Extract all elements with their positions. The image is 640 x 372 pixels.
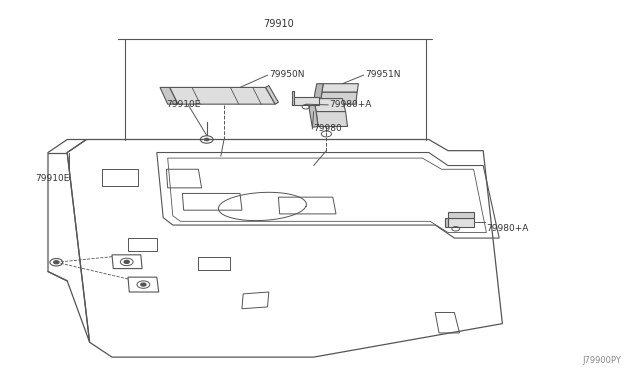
Text: J79900PY: J79900PY <box>582 356 621 365</box>
Text: 79980+A: 79980+A <box>330 100 372 109</box>
Polygon shape <box>314 99 346 112</box>
Polygon shape <box>448 218 474 227</box>
Circle shape <box>124 260 129 263</box>
Polygon shape <box>448 212 474 218</box>
Circle shape <box>141 283 146 286</box>
Polygon shape <box>316 112 348 126</box>
Circle shape <box>204 138 209 141</box>
Polygon shape <box>308 99 318 127</box>
Polygon shape <box>445 218 448 227</box>
Polygon shape <box>293 97 319 105</box>
Polygon shape <box>170 87 275 104</box>
Polygon shape <box>292 91 294 105</box>
Text: 79910: 79910 <box>263 19 294 29</box>
Text: 79950N: 79950N <box>269 70 304 79</box>
Text: 79910E: 79910E <box>35 174 70 183</box>
Text: 79951N: 79951N <box>365 70 400 79</box>
Text: 79980: 79980 <box>314 124 342 133</box>
Circle shape <box>54 261 59 264</box>
Text: 79910E: 79910E <box>166 100 201 109</box>
Polygon shape <box>322 84 358 92</box>
Text: 79980+A: 79980+A <box>486 224 529 233</box>
Polygon shape <box>160 87 178 104</box>
Polygon shape <box>320 92 357 104</box>
Polygon shape <box>266 86 278 104</box>
Polygon shape <box>314 84 323 104</box>
